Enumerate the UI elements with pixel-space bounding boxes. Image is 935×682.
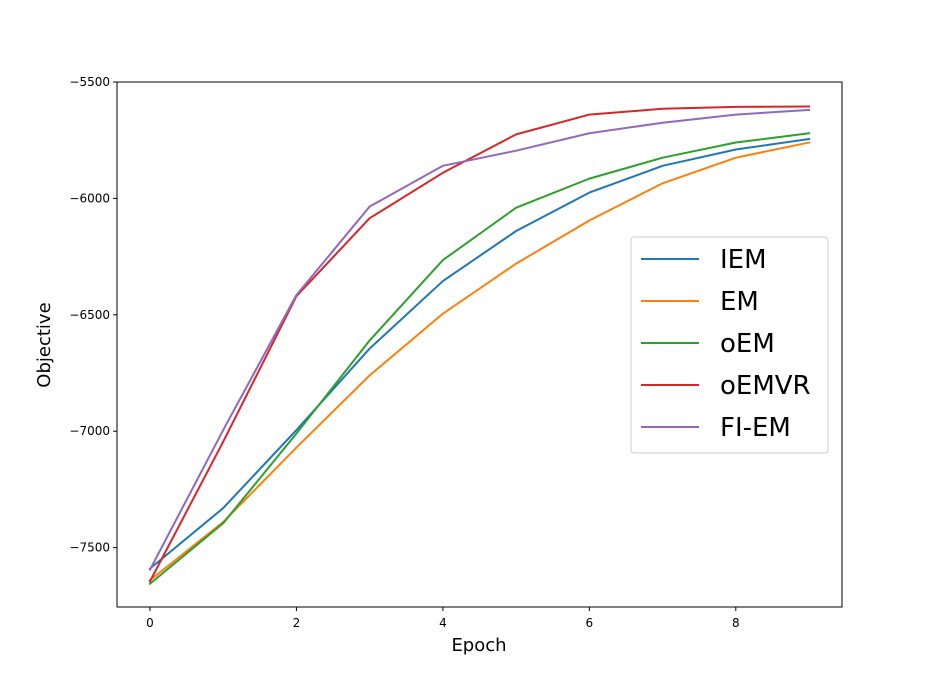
series-line-3 [148, 105, 811, 583]
y-tick-label: −7500 [69, 541, 110, 555]
y-axis-label: Objective [34, 302, 55, 387]
x-axis-ticks: 0 2 4 6 8 [146, 607, 740, 630]
x-tick-label: 2 [293, 616, 301, 630]
series-layer [148, 105, 811, 586]
y-tick-label: −6000 [69, 191, 110, 205]
legend-label-4: FI-EM [720, 413, 791, 443]
legend-box [630, 236, 829, 454]
series-line-0 [148, 137, 811, 570]
series-line-1 [148, 141, 811, 582]
series-line-4 [148, 108, 811, 572]
plot-frame [116, 81, 843, 608]
y-axis-ticks: −7500 −7000 −6500 −6000 −5500 [69, 75, 117, 555]
x-tick-label: 6 [586, 616, 594, 630]
x-axis-label: Epoch [451, 635, 506, 656]
y-tick-label: −5500 [69, 75, 110, 89]
y-tick-label: −7000 [69, 424, 110, 438]
x-tick-label: 4 [439, 616, 447, 630]
x-tick-label: 0 [146, 616, 154, 630]
legend-label-1: EM [720, 287, 759, 317]
y-tick-label: −6500 [69, 308, 110, 322]
legend-label-2: oEM [720, 329, 775, 359]
legend-label-0: IEM [720, 245, 767, 275]
legend-label-3: oEMVR [720, 371, 811, 401]
legend: IEM EM oEM oEMVR FI-EM [630, 236, 829, 454]
series-line-2 [148, 132, 811, 586]
x-tick-label: 8 [732, 616, 740, 630]
